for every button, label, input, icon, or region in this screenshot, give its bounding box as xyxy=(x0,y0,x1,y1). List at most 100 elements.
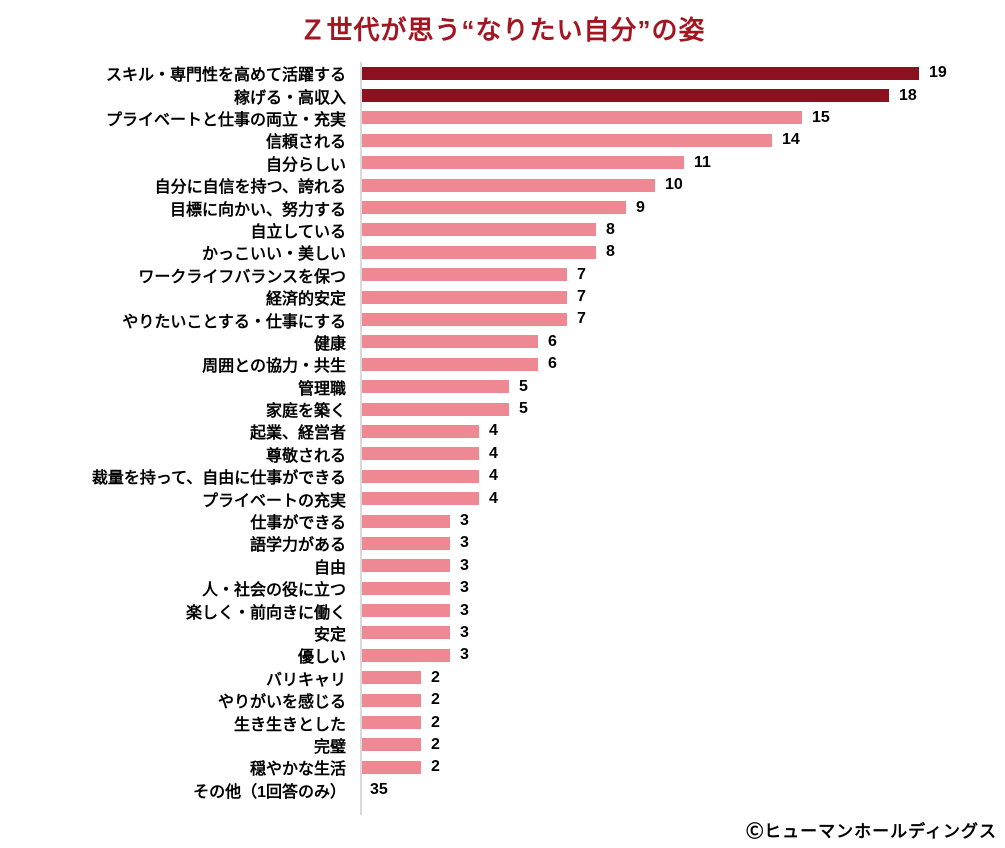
value-label: 7 xyxy=(577,288,586,306)
bar xyxy=(362,335,538,349)
category-label: 楽しく・前向きに働く xyxy=(185,604,346,622)
bar-plot-area: 3 xyxy=(360,624,1005,642)
chart-row: 管理職 5 xyxy=(0,375,1005,398)
bar-plot-area: 2 xyxy=(360,714,1005,732)
value-label: 19 xyxy=(929,64,947,82)
y-axis-line xyxy=(360,62,362,815)
category-label: やりたいことする・仕事にする xyxy=(122,313,346,331)
category-label: 自分らしい xyxy=(265,156,346,174)
category-label: 安定 xyxy=(313,626,346,644)
category-label: 自分に自信を持つ、誇れる xyxy=(154,179,346,197)
value-label: 18 xyxy=(899,86,917,104)
value-label: 35 xyxy=(370,780,388,798)
value-label: 6 xyxy=(548,332,557,350)
value-label: 8 xyxy=(606,243,615,261)
bar xyxy=(362,133,772,147)
category-label: 語学力がある xyxy=(249,537,346,555)
bar xyxy=(362,514,450,528)
category-label: 経済的安定 xyxy=(265,291,346,309)
value-label: 3 xyxy=(460,623,469,641)
bar-plot-area: 10 xyxy=(360,176,1005,194)
chart-row: 家庭を築く 5 xyxy=(0,398,1005,420)
value-label: 3 xyxy=(460,556,469,574)
bar-plot-area: 35 xyxy=(360,781,1005,799)
value-label: 3 xyxy=(460,534,469,552)
chart-row: 仕事ができる 3 xyxy=(0,510,1005,532)
bar xyxy=(362,111,802,125)
chart-row: プライベートの充実 4 xyxy=(0,487,1005,510)
value-label: 2 xyxy=(431,713,440,731)
bar xyxy=(362,559,450,573)
chart-row: 楽しく・前向きに働く 3 xyxy=(0,599,1005,622)
category-label: 信頼される xyxy=(265,134,346,152)
category-label: 稼げる・高収入 xyxy=(233,89,346,107)
bar-plot-area: 9 xyxy=(360,199,1005,217)
value-label: 5 xyxy=(519,377,528,395)
bar-plot-area: 7 xyxy=(360,288,1005,306)
chart-row: 安定 3 xyxy=(0,622,1005,644)
value-label: 4 xyxy=(489,422,498,440)
chart-row: 自分らしい 11 xyxy=(0,152,1005,174)
chart-row: 周囲との協力・共生 6 xyxy=(0,353,1005,375)
value-label: 6 xyxy=(548,355,557,373)
category-label: その他（1回答のみ） xyxy=(193,783,346,801)
value-label: 11 xyxy=(694,153,711,171)
bar xyxy=(362,536,450,550)
bar xyxy=(362,693,421,707)
bar xyxy=(362,760,421,774)
value-label: 7 xyxy=(577,265,586,283)
copyright-credit: Ⓒヒューマンホールディングス xyxy=(746,822,997,841)
bar-plot-area: 2 xyxy=(360,758,1005,776)
chart-row: 信頼される 14 xyxy=(0,129,1005,151)
bar xyxy=(362,626,450,640)
chart-row: 語学力がある 3 xyxy=(0,532,1005,554)
value-label: 7 xyxy=(577,310,586,328)
chart-row: 自立している 8 xyxy=(0,219,1005,241)
chart-row: かっこいい・美しい 8 xyxy=(0,241,1005,263)
bar-plot-area: 3 xyxy=(360,646,1005,664)
value-label: 2 xyxy=(431,735,440,753)
bar-plot-area: 7 xyxy=(360,266,1005,284)
bar-plot-area: 3 xyxy=(360,534,1005,552)
category-label: 仕事ができる xyxy=(250,515,346,533)
chart-row: 健康 6 xyxy=(0,331,1005,353)
value-label: 3 xyxy=(460,512,469,529)
bar-plot-area: 8 xyxy=(360,221,1005,239)
chart-row: やりたいことする・仕事にする 7 xyxy=(0,308,1005,330)
bar xyxy=(362,738,421,752)
value-label: 14 xyxy=(782,131,800,149)
bar xyxy=(362,604,450,618)
chart-row: 経済的安定 7 xyxy=(0,286,1005,308)
chart-row: やりがいを感じる 2 xyxy=(0,689,1005,711)
chart-row: 人・社会の役に立つ 3 xyxy=(0,577,1005,599)
bar xyxy=(362,268,567,282)
value-label: 9 xyxy=(636,198,645,216)
bar-plot-area: 2 xyxy=(360,669,1005,687)
bar-plot-area: 6 xyxy=(360,355,1005,373)
chart-canvas: Ｚ世代が思う“なりたい自分”の姿 スキル・専門性を高めて活躍する 19 稼げる・高収… xyxy=(0,14,1005,848)
category-label: 周囲との協力・共生 xyxy=(202,358,346,376)
bar xyxy=(362,671,421,685)
bar-plot-area: 4 xyxy=(360,467,1005,485)
chart-row: 裁量を持って、自由に仕事ができる 4 xyxy=(0,465,1005,487)
category-label: 完璧 xyxy=(313,738,346,756)
bar xyxy=(362,89,889,103)
bar xyxy=(362,402,509,416)
bar-plot-area: 11 xyxy=(360,154,1005,172)
bar xyxy=(362,716,421,730)
category-label: かっこいい・美しい xyxy=(201,246,346,264)
bar-plot-area: 3 xyxy=(360,579,1005,597)
bar-plot-area: 15 xyxy=(360,109,1005,127)
bar-chart: スキル・専門性を高めて活躍する 19 稼げる・高収入 18 プライベートと仕事の両立・充… xyxy=(0,62,1005,815)
bar xyxy=(362,424,479,438)
bar-plot-area: 3 xyxy=(360,512,1005,530)
bar-plot-area: 18 xyxy=(360,87,1005,105)
category-label: 尊敬される xyxy=(265,447,346,465)
bar-plot-area: 8 xyxy=(360,243,1005,261)
chart-title: Ｚ世代が思う“なりたい自分”の姿 xyxy=(299,15,706,45)
bar xyxy=(362,156,684,170)
bar xyxy=(362,178,655,192)
chart-row: プライベートと仕事の両立・充実 15 xyxy=(0,107,1005,129)
category-label: 健康 xyxy=(313,335,346,353)
category-label: 自由 xyxy=(313,559,346,577)
